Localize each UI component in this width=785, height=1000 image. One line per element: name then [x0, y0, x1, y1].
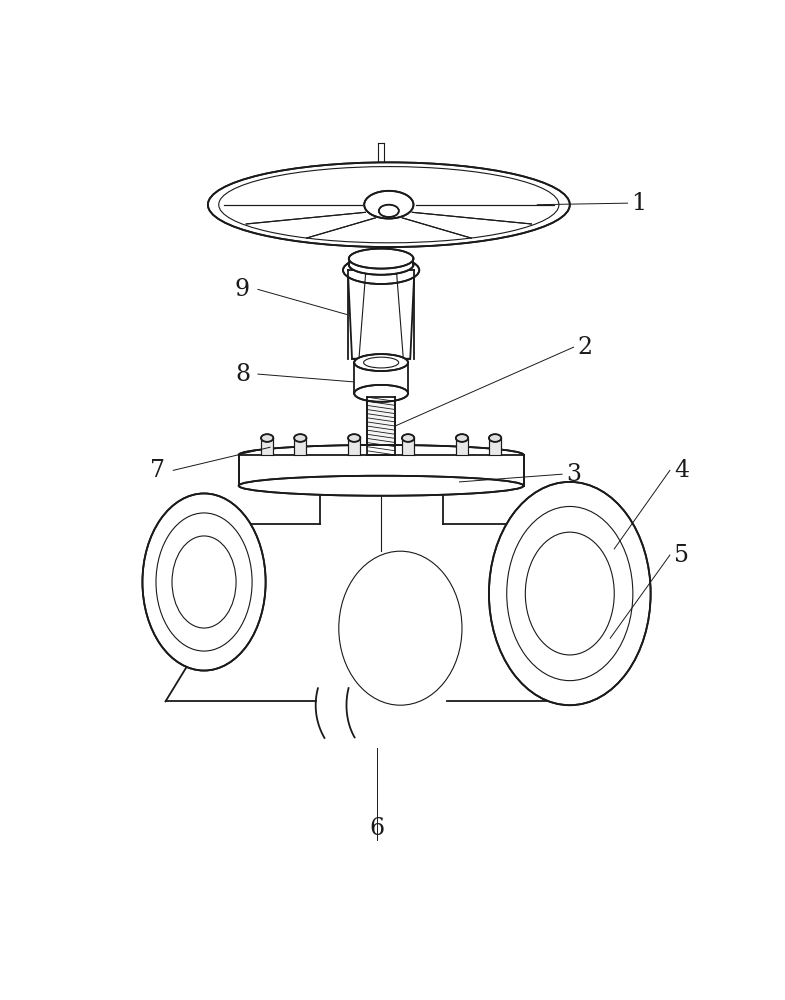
Ellipse shape: [489, 482, 651, 705]
Bar: [294, 438, 306, 455]
Ellipse shape: [560, 513, 644, 674]
Ellipse shape: [261, 434, 273, 442]
Ellipse shape: [142, 493, 265, 671]
Text: 4: 4: [674, 459, 689, 482]
Ellipse shape: [354, 354, 408, 371]
Text: 9: 9: [235, 278, 250, 301]
Ellipse shape: [456, 434, 468, 442]
Ellipse shape: [239, 476, 524, 496]
Text: 1: 1: [631, 192, 647, 215]
Ellipse shape: [208, 162, 570, 247]
Text: 6: 6: [370, 817, 385, 840]
Ellipse shape: [402, 434, 414, 442]
Bar: [402, 438, 414, 455]
Text: 8: 8: [235, 363, 250, 386]
Text: 2: 2: [578, 336, 593, 359]
Text: 7: 7: [151, 459, 166, 482]
Ellipse shape: [379, 205, 399, 217]
Ellipse shape: [349, 249, 414, 269]
Bar: [239, 455, 524, 486]
Ellipse shape: [343, 256, 419, 284]
Ellipse shape: [364, 191, 414, 219]
Ellipse shape: [349, 255, 414, 275]
Bar: [261, 438, 273, 455]
Ellipse shape: [354, 385, 408, 402]
Ellipse shape: [489, 434, 502, 442]
Polygon shape: [166, 486, 585, 771]
Bar: [348, 438, 360, 455]
Ellipse shape: [294, 434, 306, 442]
Bar: [367, 397, 395, 455]
Text: 5: 5: [674, 544, 689, 567]
Text: 3: 3: [566, 463, 581, 486]
Ellipse shape: [348, 434, 360, 442]
Bar: [489, 438, 502, 455]
Bar: [456, 438, 468, 455]
Polygon shape: [348, 270, 414, 359]
Ellipse shape: [239, 445, 524, 465]
